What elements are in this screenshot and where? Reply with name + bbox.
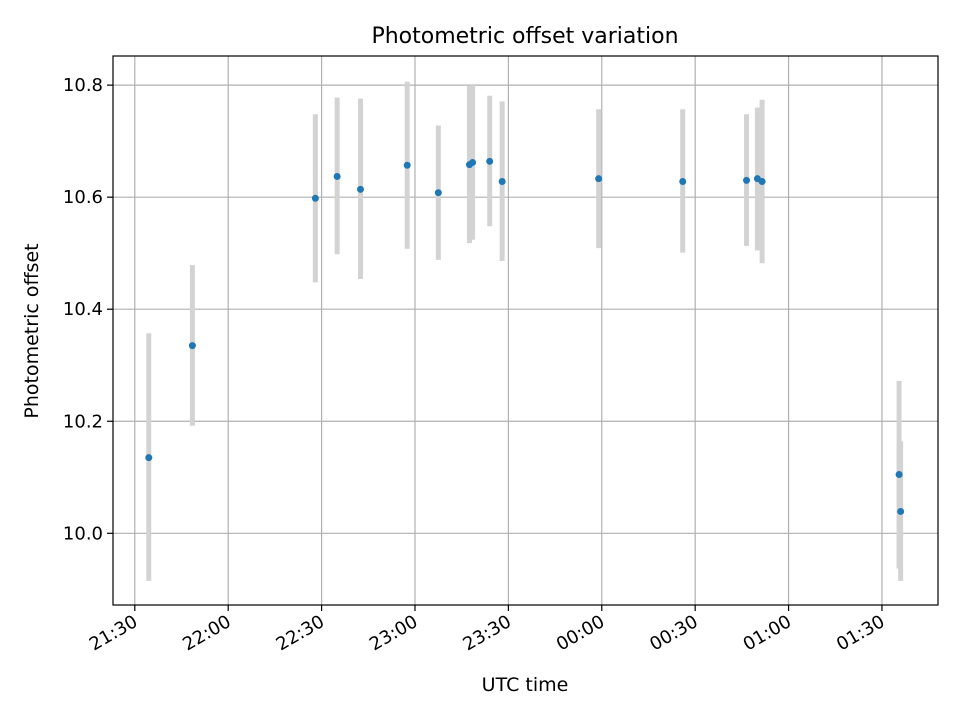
grid bbox=[113, 56, 938, 605]
data-point bbox=[897, 507, 905, 515]
data-point bbox=[403, 161, 411, 169]
chart-title: Photometric offset variation bbox=[371, 24, 678, 49]
data-point bbox=[469, 158, 477, 166]
data-point bbox=[311, 194, 319, 202]
data-point bbox=[145, 454, 153, 462]
data-point bbox=[188, 342, 196, 350]
x-axis-label: UTC time bbox=[482, 674, 569, 696]
data-point bbox=[595, 175, 603, 183]
data-point bbox=[743, 176, 751, 184]
y-axis: 10.0 10.2 10.4 10.6 10.8 bbox=[63, 75, 113, 544]
data-point bbox=[895, 470, 903, 478]
y-tick-label: 10.0 bbox=[63, 523, 103, 544]
plot-frame bbox=[112, 55, 939, 606]
y-tick-label: 10.8 bbox=[63, 75, 103, 96]
data-point bbox=[486, 157, 494, 165]
data-point bbox=[758, 177, 766, 185]
y-tick-label: 10.6 bbox=[63, 187, 103, 208]
data-point bbox=[498, 177, 506, 185]
data-points bbox=[145, 157, 905, 515]
data-point bbox=[679, 177, 687, 185]
data-point bbox=[357, 185, 364, 193]
data-point bbox=[333, 172, 341, 180]
y-tick-label: 10.4 bbox=[63, 299, 103, 320]
y-tick-label: 10.2 bbox=[63, 411, 103, 432]
data-point bbox=[434, 189, 442, 197]
y-axis-label: Photometric offset bbox=[21, 243, 43, 418]
